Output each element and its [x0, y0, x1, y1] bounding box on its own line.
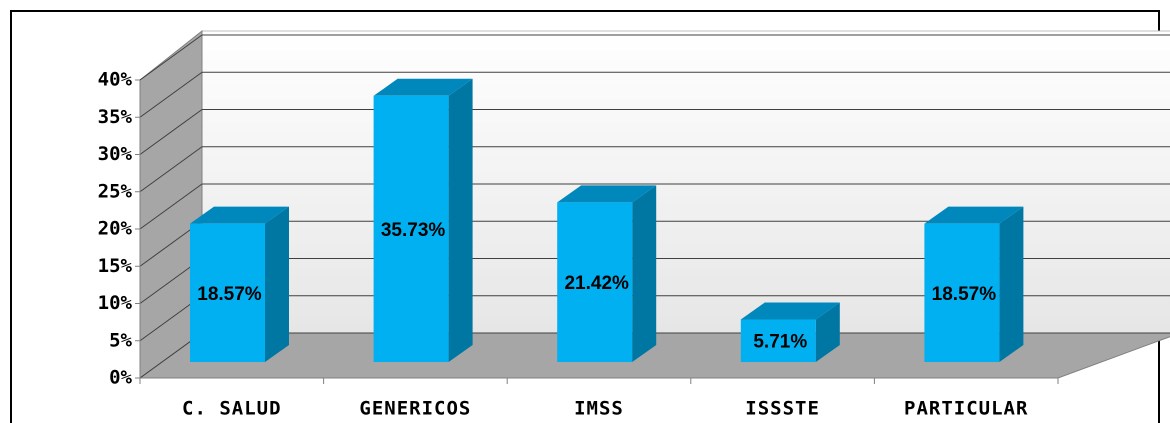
- y-tick-label: 20%: [98, 218, 133, 240]
- plot: 0% 5% 10% 15% 20% 25% 30% 35% 40% C. SALUD 18.57% G…: [98, 29, 1170, 420]
- y-tick-label: 35%: [98, 106, 133, 128]
- grid-line: [139, 183, 203, 230]
- bar: [557, 202, 633, 362]
- bar-top: [557, 185, 657, 203]
- grid-line: [139, 71, 203, 118]
- y-tick-label: 10%: [98, 292, 133, 314]
- x-tick-label: PARTICULAR: [904, 398, 1028, 420]
- back-wall: [201, 30, 1170, 334]
- x-tick-label: GENERICOS: [359, 398, 471, 420]
- x-tick-label: C. SALUD: [182, 398, 282, 420]
- bar: [190, 223, 265, 362]
- bar-side: [815, 302, 840, 362]
- y-tick-label: 15%: [98, 255, 133, 277]
- bar-side: [999, 206, 1024, 362]
- bar-top: [373, 78, 473, 96]
- y-tick-label: 5%: [109, 329, 132, 351]
- bar-top: [740, 302, 840, 320]
- bar: [373, 95, 449, 363]
- bar: [740, 319, 816, 362]
- value-label: 35.73%: [381, 220, 446, 241]
- bar-top: [190, 206, 289, 224]
- y-tick-label: 25%: [98, 180, 133, 202]
- y-tick-label: 40%: [98, 69, 133, 91]
- bar-side: [448, 78, 473, 363]
- bar-side: [632, 185, 657, 362]
- grid-line: [139, 34, 203, 81]
- x-tick-label: IMSS: [574, 398, 624, 420]
- bar-top: [924, 206, 1024, 224]
- bar-side: [265, 206, 289, 362]
- value-label: 18.57%: [932, 284, 997, 305]
- y-tick-label: 30%: [98, 143, 133, 165]
- value-label: 21.42%: [564, 273, 629, 294]
- y-tick-label: 0%: [109, 367, 132, 389]
- grid-line: [139, 109, 203, 155]
- value-label: 5.71%: [753, 332, 807, 353]
- value-label: 18.57%: [197, 284, 262, 305]
- bar: [924, 223, 1000, 362]
- grid-line: [139, 146, 203, 193]
- x-tick-label: ISSSTE: [745, 398, 820, 420]
